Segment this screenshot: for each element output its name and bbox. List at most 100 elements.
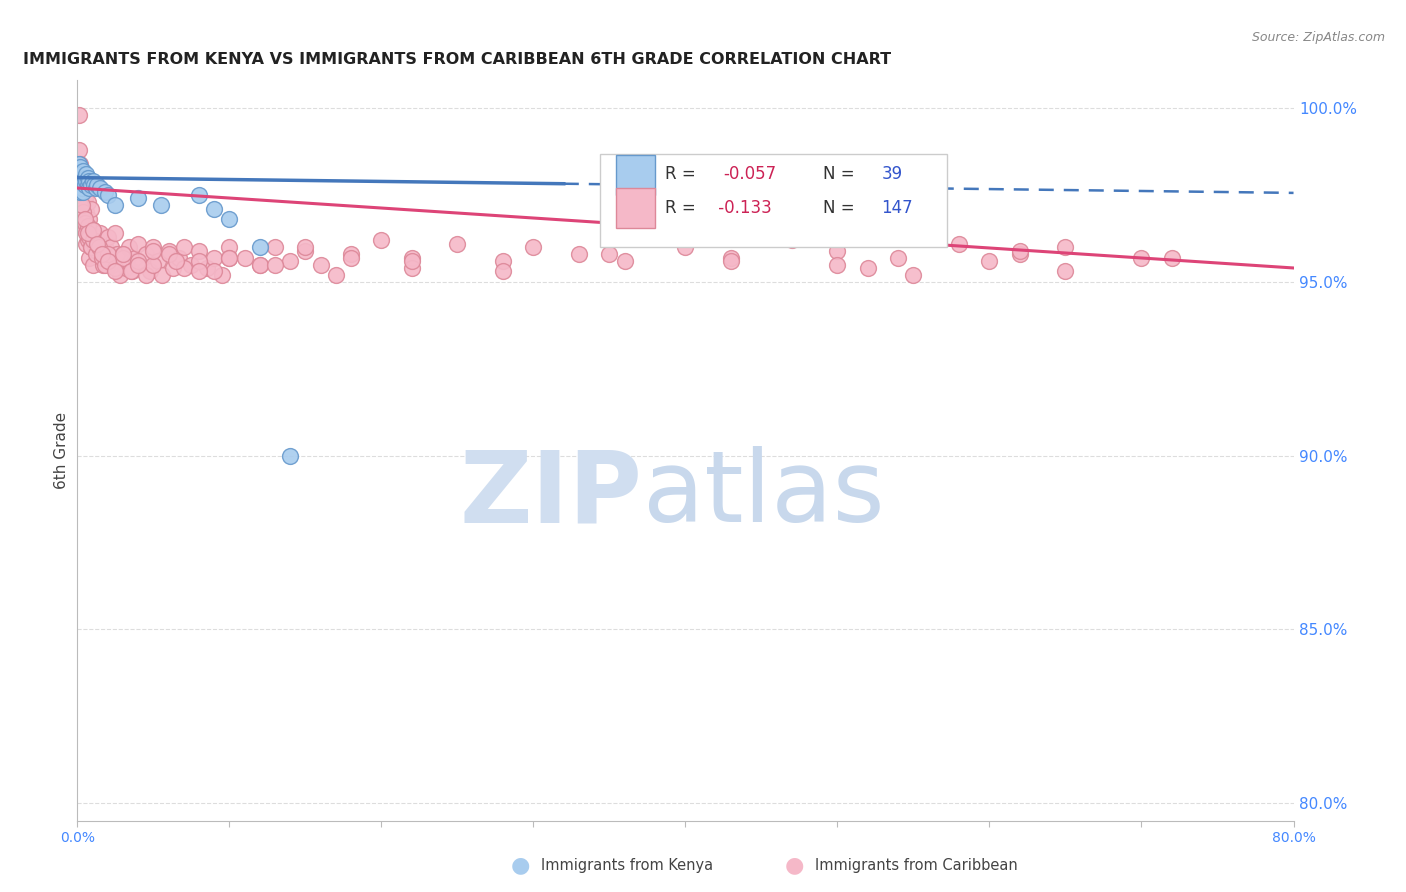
Point [75, 226, 97, 240]
Point [72, 209, 94, 223]
Point [249, 240, 271, 254]
Point [157, 247, 180, 261]
Point [79, 251, 101, 265]
Point [568, 247, 591, 261]
Point [69, 174, 91, 188]
Point [80, 178, 103, 192]
Point [1130, 251, 1153, 265]
Point [264, 258, 287, 272]
Text: N =: N = [823, 199, 859, 217]
Point [75, 174, 97, 188]
Point [105, 247, 128, 261]
Point [111, 247, 134, 261]
Text: ●: ● [785, 855, 804, 875]
Point [80, 240, 103, 254]
Point [75, 167, 97, 181]
Point [780, 233, 803, 247]
Point [142, 240, 165, 254]
Point [82, 174, 104, 188]
Point [72, 181, 94, 195]
Point [167, 251, 190, 265]
Point [89, 181, 111, 195]
Point [69, 160, 91, 174]
Point [124, 251, 146, 265]
Text: Immigrants from Caribbean: Immigrants from Caribbean [815, 858, 1018, 872]
Point [69, 170, 91, 185]
Point [90, 251, 112, 265]
Point [69, 185, 91, 199]
Point [1161, 251, 1184, 265]
Point [80, 202, 103, 216]
Text: ●: ● [510, 855, 530, 875]
Point [97, 188, 120, 202]
Point [1054, 264, 1077, 278]
Point [80, 240, 103, 254]
Point [1054, 240, 1077, 254]
Point [104, 226, 127, 240]
Point [180, 258, 202, 272]
Point [613, 254, 636, 268]
Point [72, 205, 94, 219]
Text: -0.133: -0.133 [713, 199, 772, 217]
Point [827, 244, 849, 258]
Point [111, 251, 134, 265]
Point [82, 223, 104, 237]
Point [67, 181, 90, 195]
Point [67, 163, 90, 178]
Point [887, 251, 910, 265]
Point [127, 191, 149, 205]
Point [77, 194, 100, 209]
Point [675, 240, 697, 254]
Point [70, 181, 93, 195]
Point [218, 212, 240, 227]
Point [73, 223, 96, 237]
Point [67, 108, 90, 122]
Point [115, 260, 138, 275]
Point [1008, 247, 1031, 261]
Point [492, 264, 515, 278]
Point [87, 240, 110, 254]
Point [75, 236, 97, 251]
Point [211, 268, 233, 282]
Point [83, 236, 105, 251]
Point [86, 178, 108, 192]
Point [69, 157, 91, 171]
Point [77, 219, 100, 234]
Point [79, 181, 101, 195]
Point [903, 268, 925, 282]
Point [827, 258, 849, 272]
Point [152, 268, 174, 282]
Point [67, 185, 90, 199]
Point [83, 178, 105, 192]
Point [79, 174, 101, 188]
Point [401, 254, 423, 268]
Point [70, 167, 93, 181]
Point [446, 236, 468, 251]
Point [149, 198, 172, 212]
Point [173, 260, 195, 275]
Point [69, 198, 91, 212]
Text: N =: N = [823, 165, 859, 183]
Point [77, 226, 100, 240]
Point [67, 157, 90, 171]
Point [233, 251, 256, 265]
Point [979, 254, 1001, 268]
Point [218, 251, 240, 265]
Point [93, 240, 115, 254]
Point [70, 167, 93, 181]
Point [104, 260, 127, 275]
Point [72, 185, 94, 199]
Point [84, 229, 107, 244]
Point [325, 268, 347, 282]
Point [67, 143, 90, 157]
Text: atlas: atlas [643, 446, 884, 543]
Point [139, 264, 162, 278]
Point [87, 236, 110, 251]
Point [188, 244, 211, 258]
Point [72, 174, 94, 188]
Text: IMMIGRANTS FROM KENYA VS IMMIGRANTS FROM CARIBBEAN 6TH GRADE CORRELATION CHART: IMMIGRANTS FROM KENYA VS IMMIGRANTS FROM… [22, 52, 891, 67]
Point [93, 185, 115, 199]
Point [70, 198, 93, 212]
Point [218, 240, 240, 254]
Point [135, 268, 157, 282]
